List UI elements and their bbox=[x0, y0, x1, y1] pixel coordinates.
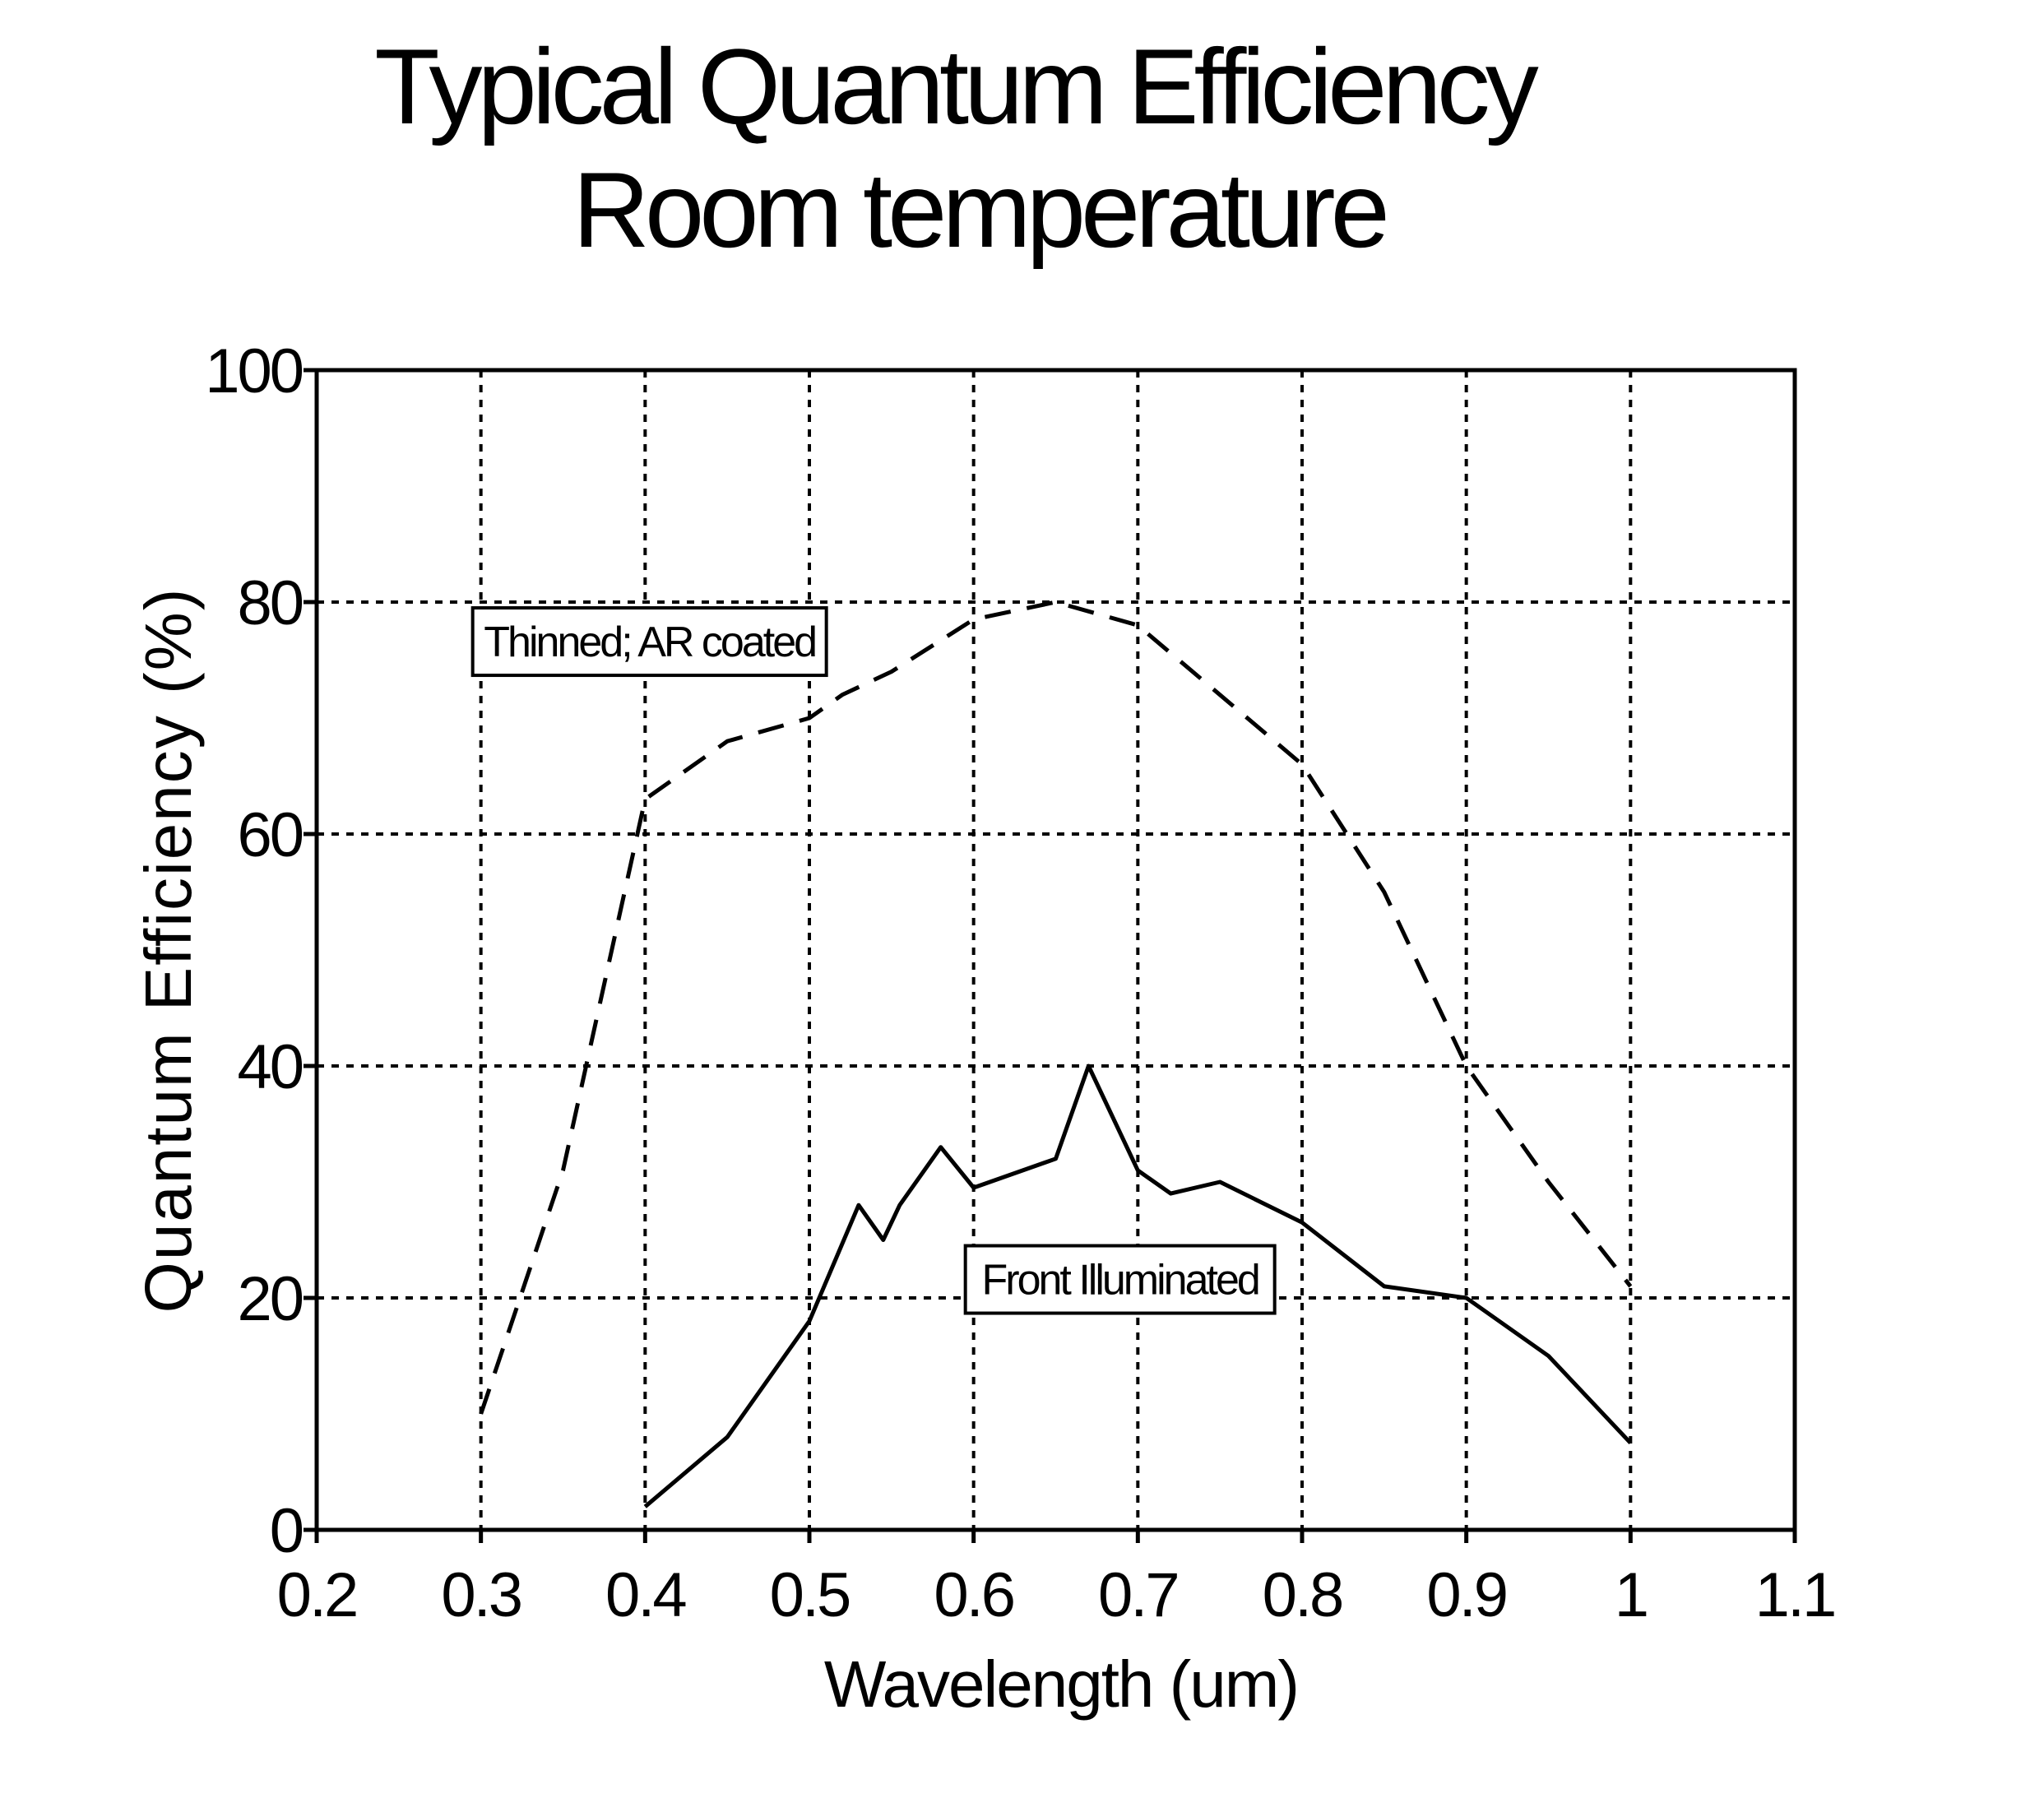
x-tick-label: 0.6 bbox=[934, 1560, 1013, 1630]
x-tick-label: 1 bbox=[1615, 1560, 1647, 1630]
x-tick-label: 0.7 bbox=[1098, 1560, 1178, 1630]
chart-title: Typical Quantum Efficiency bbox=[374, 26, 1539, 146]
x-tick-label: 0.3 bbox=[441, 1560, 521, 1630]
annotation-box bbox=[470, 606, 828, 678]
x-axis-label: Wavelength (um) bbox=[824, 1647, 1298, 1721]
x-tick-label: 0.5 bbox=[770, 1560, 850, 1630]
plot-border bbox=[314, 368, 1797, 1532]
plot-frame bbox=[314, 368, 1797, 1532]
y-tick-label: 0 bbox=[270, 1496, 303, 1566]
x-tick-label: 0.2 bbox=[277, 1560, 357, 1630]
annotation-label: Front Illuminated bbox=[982, 1257, 1258, 1304]
series-line-2 bbox=[643, 1064, 1633, 1508]
annotation-label: Thinned; AR coated bbox=[484, 619, 815, 666]
y-tick-label: 40 bbox=[237, 1032, 302, 1102]
annotations: Thinned; AR coated Front Illuminated bbox=[470, 606, 1277, 1315]
x-tick-label: 0.8 bbox=[1263, 1560, 1342, 1630]
axis-ticks: 0.2 0.3 0.4 0.5 0.6 0.7 0.8 0.9 1 1.1 0 20 40 60 80 100 bbox=[205, 336, 1837, 1630]
series-line-1 bbox=[479, 600, 1633, 1415]
data-series bbox=[479, 600, 1633, 1508]
x-tick-label: 1.1 bbox=[1755, 1560, 1835, 1630]
y-tick-label: 60 bbox=[237, 800, 302, 870]
chart-subtitle: Room temperature bbox=[572, 150, 1385, 270]
y-tick-label: 20 bbox=[237, 1264, 302, 1334]
y-tick-label: 100 bbox=[205, 336, 303, 406]
y-tick-label: 80 bbox=[237, 568, 302, 638]
x-tick-label: 0.9 bbox=[1426, 1560, 1506, 1630]
annotation-box bbox=[963, 1244, 1277, 1315]
x-tick-label: 0.4 bbox=[605, 1560, 686, 1630]
y-axis-label: Quantum Efficiency (%) bbox=[132, 587, 205, 1314]
grid-lines bbox=[317, 370, 1795, 1530]
